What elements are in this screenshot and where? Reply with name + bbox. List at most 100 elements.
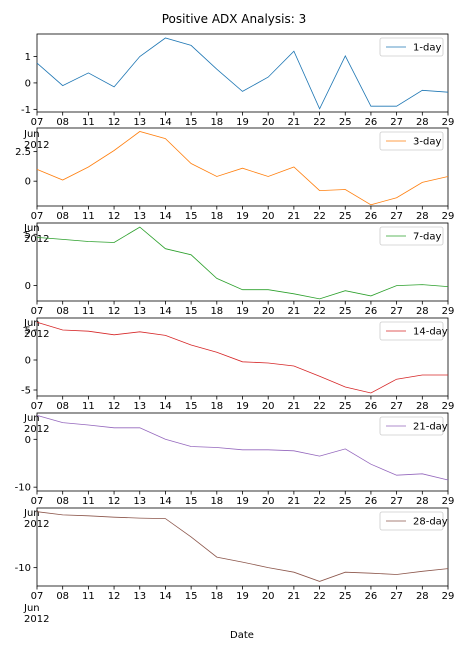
x-tick-label: 12 xyxy=(108,117,121,128)
x-tick-label: 18 xyxy=(210,306,223,317)
x-tick-label: 15 xyxy=(185,211,198,222)
x-tick-label: 26 xyxy=(365,401,378,412)
legend-box xyxy=(379,416,444,436)
x-tick-label: 13 xyxy=(133,401,146,412)
subplot-21-day: -10 0 07 08 11 12 13 14 15 18 19 20 21 22 25 26 27 28 29 Ju… xyxy=(15,412,454,530)
x-tick-label: 19 xyxy=(236,496,249,507)
x-tick-label: 26 xyxy=(365,211,378,222)
x-tick-label: 28 xyxy=(416,591,429,602)
legend: 28-day xyxy=(379,511,448,531)
x-tick-label: 13 xyxy=(133,211,146,222)
legend-box xyxy=(379,321,444,341)
x-tick-label: 15 xyxy=(185,401,198,412)
legend-label: 1-day xyxy=(413,43,441,54)
x-tick-label: 26 xyxy=(365,117,378,128)
x-tick-label: 21 xyxy=(288,117,301,128)
x-tick-label: 18 xyxy=(210,591,223,602)
x-tick-label: 22 xyxy=(313,591,326,602)
legend-label: 21-day xyxy=(413,422,448,433)
x-tick-label: 19 xyxy=(236,591,249,602)
x-tick-label: 28 xyxy=(416,401,429,412)
chart-title: Positive ADX Analysis: 3 xyxy=(162,12,307,26)
x-tick-label: 22 xyxy=(313,401,326,412)
x-tick-label: 27 xyxy=(390,496,403,507)
x-tick-label: 20 xyxy=(262,117,275,128)
x-tick-label: 26 xyxy=(365,306,378,317)
x-tick-label: 20 xyxy=(262,496,275,507)
x-tick-label: 18 xyxy=(210,496,223,507)
x-tick-label: 07 xyxy=(31,401,44,412)
x-tick-label: 27 xyxy=(390,591,403,602)
x-tick-label: 14 xyxy=(159,401,172,412)
x-tick-label: 11 xyxy=(82,496,95,507)
legend-label: 14-day xyxy=(413,327,448,338)
series-line-21-day xyxy=(36,415,449,481)
x-tick-label: 15 xyxy=(185,117,198,128)
x-tick-label: 11 xyxy=(82,401,95,412)
x-tick-label: 12 xyxy=(108,401,121,412)
x-tick-label: 15 xyxy=(185,591,198,602)
x-tick-label: 22 xyxy=(313,211,326,222)
series-line-1-day xyxy=(36,37,449,110)
series-line-3-day xyxy=(36,131,449,206)
y-tick-label: 5 xyxy=(25,230,31,241)
y-tick-label: 1 xyxy=(25,52,31,63)
y-tick-label: -10 xyxy=(15,563,31,574)
x-tick-label: 08 xyxy=(56,306,69,317)
legend: 1-day xyxy=(379,37,444,57)
x-tick-label: 08 xyxy=(56,117,69,128)
x-tick-label: 20 xyxy=(262,591,275,602)
x-tick-label: 29 xyxy=(442,591,455,602)
x-tick-label: 07 xyxy=(31,211,44,222)
x-tick-sublabel: Jun xyxy=(23,129,40,140)
legend: 3-day xyxy=(379,131,444,151)
x-tick-label: 21 xyxy=(288,401,301,412)
y-tick-label: -1 xyxy=(21,105,31,116)
x-tick-label: 14 xyxy=(159,496,172,507)
y-tick-label: 0 xyxy=(25,78,31,89)
x-tick-label: 14 xyxy=(159,591,172,602)
legend-box xyxy=(379,226,444,246)
x-tick-label: 27 xyxy=(390,401,403,412)
x-tick-label: 28 xyxy=(416,496,429,507)
y-tick-label: 0 xyxy=(25,281,31,292)
x-tick-label: 19 xyxy=(236,306,249,317)
y-tick-label: -5 xyxy=(21,386,31,397)
x-tick-label: 26 xyxy=(365,496,378,507)
x-tick-sublabel: Jun xyxy=(23,223,40,234)
x-tick-label: 18 xyxy=(210,211,223,222)
legend-label: 7-day xyxy=(413,232,441,243)
legend: 7-day xyxy=(379,226,444,246)
x-tick-sublabel: Jun xyxy=(23,603,40,614)
x-tick-label: 15 xyxy=(185,496,198,507)
x-tick-sublabel: Jun xyxy=(23,508,40,519)
x-tick-label: 07 xyxy=(31,117,44,128)
x-tick-label: 08 xyxy=(56,591,69,602)
x-tick-label: 14 xyxy=(159,117,172,128)
x-tick-label: 11 xyxy=(82,306,95,317)
x-tick-label: 25 xyxy=(339,496,352,507)
y-tick-label: -10 xyxy=(15,483,31,494)
x-tick-label: 12 xyxy=(108,211,121,222)
legend: 14-day xyxy=(379,321,448,341)
series-line-28-day xyxy=(36,511,449,582)
x-tick-sublabel: Jun xyxy=(23,318,40,329)
x-tick-label: 27 xyxy=(390,211,403,222)
x-tick-label: 20 xyxy=(262,211,275,222)
x-tick-label: 28 xyxy=(416,306,429,317)
x-tick-label: 21 xyxy=(288,496,301,507)
x-tick-label: 28 xyxy=(416,117,429,128)
x-tick-label: 25 xyxy=(339,306,352,317)
x-tick-label: 11 xyxy=(82,211,95,222)
legend-box xyxy=(379,131,444,151)
legend-box xyxy=(379,511,444,531)
x-tick-label: 15 xyxy=(185,306,198,317)
x-tick-label: 21 xyxy=(288,591,301,602)
legend-box xyxy=(379,37,444,57)
x-tick-label: 20 xyxy=(262,306,275,317)
legend: 21-day xyxy=(379,416,448,436)
x-tick-label: 14 xyxy=(159,211,172,222)
x-tick-label: 28 xyxy=(416,211,429,222)
